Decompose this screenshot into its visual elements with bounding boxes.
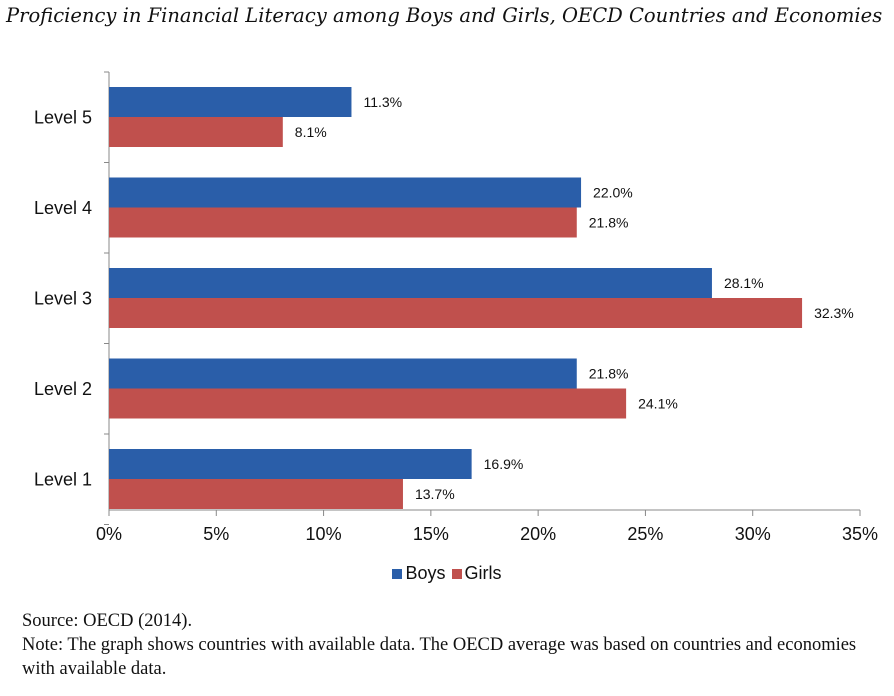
- x-tick-label: 5%: [203, 524, 229, 544]
- data-label: 16.9%: [484, 456, 524, 472]
- note-text: Note: The graph shows countries with ava…: [22, 635, 857, 679]
- category-label: Level 4: [34, 198, 92, 218]
- legend-swatch-boys: [392, 568, 403, 579]
- category-label: Level 2: [34, 379, 92, 399]
- category-label: Level 5: [34, 107, 92, 127]
- chart-legend: Boys Girls: [0, 563, 894, 584]
- legend-label-girls: Girls: [464, 563, 502, 583]
- data-label: 22.0%: [593, 185, 633, 201]
- bar-girls: [109, 117, 283, 147]
- bar-boys: [109, 268, 712, 298]
- bar-boys: [109, 358, 577, 389]
- bar-girls: [109, 388, 627, 419]
- bar-girls: [109, 479, 403, 509]
- bar-boys: [109, 87, 352, 117]
- category-label: Level 3: [34, 288, 92, 308]
- legend-item-girls: Girls: [451, 563, 502, 584]
- legend-swatch-girls: [451, 568, 462, 579]
- x-tick-label: 25%: [627, 524, 663, 544]
- x-tick-label: 20%: [520, 524, 556, 544]
- data-label: 32.3%: [814, 305, 854, 321]
- chart-bars: [109, 87, 803, 509]
- bar-chart: 0% 5% 10% 15% 20% 25% 30% 35% Level 511.3%8.1%L…: [34, 71, 878, 544]
- x-tick-label: 35%: [842, 524, 878, 544]
- x-tick-label: 15%: [413, 524, 449, 544]
- category-label: Level 1: [34, 469, 92, 489]
- x-tick-label: 0%: [96, 524, 122, 544]
- x-tick-label: 10%: [306, 524, 342, 544]
- chart-notes: Source: OECD (2014). Note: The graph sho…: [22, 609, 888, 681]
- data-label: 21.8%: [589, 215, 629, 231]
- data-label: 21.8%: [589, 366, 629, 382]
- data-label: 13.7%: [415, 486, 455, 502]
- data-label: 11.3%: [363, 94, 402, 110]
- bar-girls: [109, 207, 577, 238]
- source-text: Source: OECD (2014).: [22, 611, 193, 631]
- chart-title: Proficiency in Financial Literacy among …: [6, 4, 883, 27]
- legend-label-boys: Boys: [405, 563, 446, 583]
- bar-girls: [109, 298, 803, 328]
- bar-boys: [109, 177, 582, 208]
- data-label: 8.1%: [295, 124, 327, 140]
- data-label: 24.1%: [638, 396, 678, 412]
- legend-item-boys: Boys: [392, 563, 446, 584]
- bar-boys: [109, 449, 472, 479]
- x-tick-label: 30%: [735, 524, 771, 544]
- data-label: 28.1%: [724, 275, 764, 291]
- chart-labels: Level 5 11.3% 8.1% Level 4 22.0% 21.8% Level 3…: [34, 94, 854, 502]
- chart-axes: 0% 5% 10% 15% 20% 25% 30% 35%: [96, 71, 878, 544]
